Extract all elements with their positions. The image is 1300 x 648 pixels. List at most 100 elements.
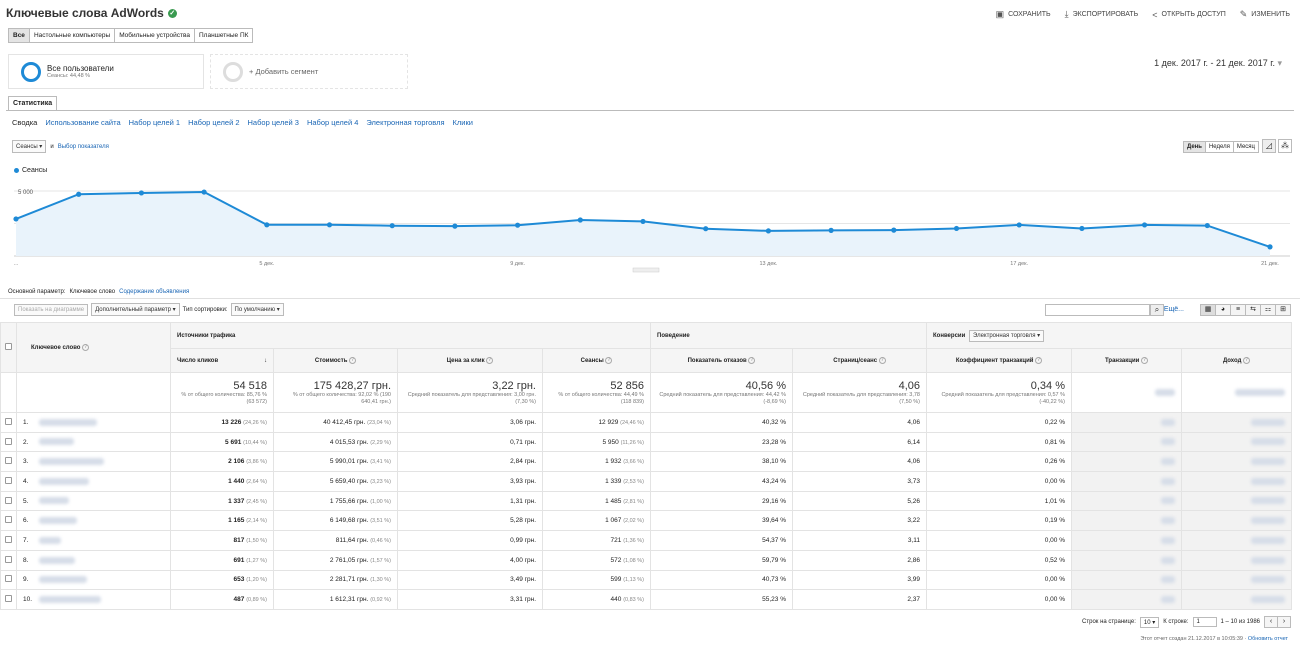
data-point[interactable]	[452, 223, 458, 229]
period-day[interactable]: День	[1182, 141, 1206, 153]
keyword-link[interactable]	[38, 517, 77, 525]
prev-page-button[interactable]: ‹	[1264, 616, 1278, 628]
plot-rows-button[interactable]: Показать на диаграмме	[14, 303, 89, 316]
keyword-link[interactable]	[38, 458, 104, 466]
date-range-picker[interactable]: 1 дек. 2017 г. - 21 дек. 2017 г. ▾	[1154, 58, 1282, 68]
data-point[interactable]	[326, 222, 333, 228]
keyword-link[interactable]	[38, 536, 61, 544]
pie-view-icon[interactable]: ◕	[1215, 304, 1231, 316]
col-clicks[interactable]: Число кликов ↓	[170, 348, 274, 373]
period-week[interactable]: Неделя	[1204, 141, 1234, 153]
data-point[interactable]	[1142, 222, 1148, 228]
choose-metric-link[interactable]: Выбор показателя	[57, 143, 109, 150]
data-point[interactable]	[76, 191, 82, 197]
tab-desktop[interactable]: Настольные компьютеры	[28, 28, 116, 43]
refresh-report-link[interactable]: Обновить отчет	[1247, 636, 1288, 642]
row-checkbox[interactable]	[5, 457, 12, 465]
row-checkbox[interactable]	[5, 496, 12, 504]
data-point[interactable]	[1016, 222, 1022, 228]
next-page-button[interactable]: ›	[1277, 616, 1291, 628]
save-button[interactable]: ▣ СОХРАНИТЬ	[995, 9, 1051, 19]
subtab-clicks[interactable]: Клики	[452, 118, 473, 127]
row-checkbox[interactable]	[5, 555, 12, 563]
keyword-link[interactable]	[38, 438, 74, 446]
data-point[interactable]	[953, 225, 960, 232]
col-cost[interactable]: Стоимость ?	[273, 348, 398, 373]
keyword-link[interactable]	[38, 595, 101, 603]
data-point[interactable]	[13, 216, 19, 222]
secondary-dimension-select[interactable]: Дополнительный параметр ▾	[91, 303, 180, 316]
subtab-goals-4[interactable]: Набор целей 4	[306, 118, 359, 127]
subtab-ecommerce[interactable]: Электронная торговля	[366, 118, 445, 127]
data-point[interactable]	[389, 223, 395, 229]
row-checkbox[interactable]	[5, 417, 12, 425]
data-point[interactable]	[515, 222, 521, 228]
tab-tablet[interactable]: Планшетные ПК	[194, 28, 254, 43]
grid-view-icon[interactable]: ▦	[1200, 304, 1216, 316]
keyword-link[interactable]	[38, 497, 69, 505]
tab-statistics[interactable]: Статистика	[8, 96, 58, 110]
term-cloud-icon[interactable]: ⚏	[1260, 304, 1276, 316]
data-point[interactable]	[640, 218, 646, 225]
goto-row-input[interactable]: 1	[1192, 617, 1217, 627]
col-keyword[interactable]: Ключевое слово ?	[16, 322, 171, 373]
share-button[interactable]: < ОТКРЫТЬ ДОСТУП	[1152, 9, 1226, 20]
data-point[interactable]	[1079, 225, 1085, 232]
col-pages-per-session[interactable]: Страниц/сеанс ?	[792, 348, 927, 373]
keyword-link[interactable]	[38, 418, 97, 426]
rows-per-page-select[interactable]: 10 ▾	[1139, 616, 1160, 628]
subtab-goals-3[interactable]: Набор целей 3	[247, 118, 299, 127]
search-icon[interactable]: ⌕	[1150, 304, 1164, 316]
select-all-checkbox[interactable]	[5, 343, 12, 350]
data-point[interactable]	[1204, 222, 1210, 229]
col-transactions[interactable]: Транзакции ?	[1071, 348, 1182, 373]
subtab-goals-2[interactable]: Набор целей 2	[188, 118, 240, 127]
row-checkbox[interactable]	[5, 516, 12, 524]
data-point[interactable]	[703, 226, 709, 232]
data-point[interactable]	[577, 217, 583, 223]
data-point[interactable]	[264, 222, 270, 228]
tab-all[interactable]: Все	[8, 28, 30, 43]
row-checkbox[interactable]	[5, 595, 12, 603]
row-checkbox[interactable]	[5, 575, 12, 583]
chart-resize-handle[interactable]	[632, 267, 660, 273]
col-bounce-rate[interactable]: Показатель отказов ?	[650, 348, 793, 373]
keyword-link[interactable]	[38, 576, 87, 584]
metric-select[interactable]: Сеансы ▾	[12, 140, 47, 153]
col-conversion-rate[interactable]: Коэффициент транзакций ?	[926, 348, 1072, 373]
conversion-select[interactable]: Электронная торговля ▾	[968, 330, 1045, 342]
col-cpc[interactable]: Цена за клик ?	[397, 348, 543, 373]
motion-chart-icon[interactable]: ⁂	[1278, 139, 1292, 153]
data-point[interactable]	[138, 190, 144, 196]
subtab-goals-1[interactable]: Набор целей 1	[128, 118, 181, 127]
segment-all-users[interactable]: Все пользователи Сеансы: 44,48 %	[8, 54, 204, 89]
keyword-link[interactable]	[38, 477, 89, 485]
keyword-link[interactable]	[38, 556, 75, 564]
pivot-view-icon[interactable]: ⊞	[1275, 304, 1291, 316]
line-chart-icon[interactable]: ◿	[1262, 139, 1276, 153]
data-point[interactable]	[765, 228, 772, 234]
data-point[interactable]	[201, 189, 207, 195]
row-checkbox[interactable]	[5, 437, 12, 445]
edit-button[interactable]: ✎ ИЗМЕНИТЬ	[1239, 9, 1290, 19]
data-point[interactable]	[891, 227, 897, 233]
dimension-ad-content[interactable]: Содержание объявления	[119, 289, 190, 295]
row-checkbox[interactable]	[5, 476, 12, 484]
data-point[interactable]	[828, 227, 834, 233]
sort-type-select[interactable]: По умолчанию ▾	[230, 303, 284, 316]
export-button[interactable]: ⤓ ЭКСПОРТИРОВАТЬ	[1064, 9, 1139, 19]
comparison-view-icon[interactable]: ⇆	[1245, 304, 1261, 316]
subtab-summary[interactable]: Сводка	[12, 118, 38, 127]
tab-mobile[interactable]: Мобильные устройства	[114, 28, 195, 43]
row-checkbox[interactable]	[5, 535, 12, 543]
performance-view-icon[interactable]: ≡	[1230, 304, 1246, 316]
period-month[interactable]: Месяц	[1232, 141, 1259, 153]
col-sessions[interactable]: Сеансы ?	[542, 348, 651, 373]
col-revenue[interactable]: Доход ?	[1181, 348, 1292, 373]
add-segment-button[interactable]: + Добавить сегмент	[210, 54, 408, 89]
table-search-input[interactable]	[1045, 304, 1150, 316]
dimension-keyword[interactable]: Ключевое слово	[69, 289, 116, 295]
subtab-usage[interactable]: Использование сайта	[45, 118, 121, 127]
advanced-filter-link[interactable]: Ещё...	[1163, 306, 1184, 313]
data-point[interactable]	[1267, 244, 1273, 250]
